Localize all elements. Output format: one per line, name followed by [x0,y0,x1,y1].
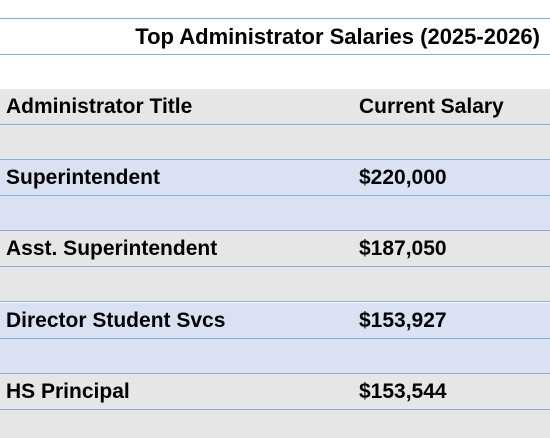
spacer-row [0,339,550,374]
table-row: Superintendent $220,000 [0,160,550,196]
header-row: Administrator Title Current Salary [0,89,550,125]
administrator-title-cell: Superintendent [6,165,161,189]
table-row: Asst. Superintendent $187,050 [0,231,550,267]
salary-cell: $153,544 [359,379,447,403]
salary-cell: $153,927 [359,308,447,332]
administrator-title-cell: Asst. Superintendent [6,236,218,260]
salary-cell: $220,000 [359,165,447,189]
spacer-row [0,410,550,438]
table-title: Top Administrator Salaries (2025-2026) [135,24,540,49]
header-administrator-title: Administrator Title [6,94,193,118]
spacer-row [0,267,550,302]
title-row: Top Administrator Salaries (2025-2026) [0,18,550,55]
spacer-row [0,125,550,160]
salary-cell: $187,050 [359,236,447,260]
table-row: HS Principal $153,544 [0,374,550,410]
administrator-title-cell: Director Student Svcs [6,308,226,332]
header-current-salary: Current Salary [359,94,504,118]
administrator-title-cell: HS Principal [6,379,130,403]
spacer-row [0,196,550,231]
table-row: Director Student Svcs $153,927 [0,303,550,339]
